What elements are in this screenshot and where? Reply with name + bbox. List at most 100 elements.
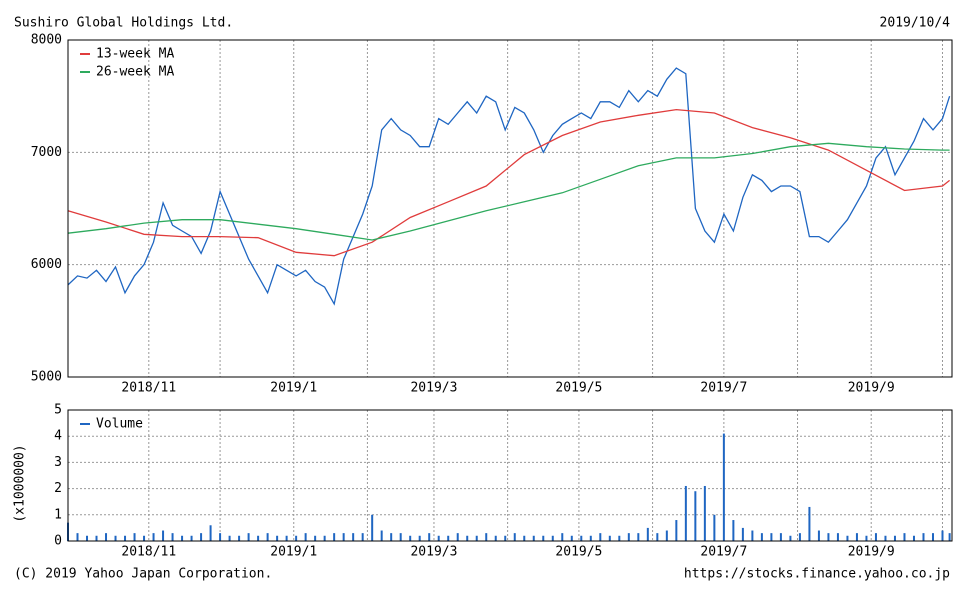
volume-bar xyxy=(323,535,326,541)
price-line xyxy=(67,67,951,306)
volume-bar xyxy=(257,535,260,541)
volume-bar xyxy=(865,535,868,541)
volume-bar xyxy=(532,535,535,541)
x-tick-label: 2019/1 xyxy=(270,545,317,560)
volume-bar xyxy=(608,535,611,541)
volume-bar xyxy=(675,520,678,541)
volume-bar xyxy=(219,533,222,541)
source-url: https://stocks.finance.yahoo.co.jp xyxy=(684,567,950,582)
volume-bar xyxy=(713,514,716,541)
volume-bar xyxy=(418,535,421,541)
legend-label: 26-week MA xyxy=(96,65,174,80)
y-tick-label: 5 xyxy=(54,403,62,418)
x-tick-label: 2019/9 xyxy=(848,381,895,396)
volume-bar xyxy=(798,533,801,541)
volume-bar xyxy=(228,535,231,541)
x-tick-label: 2019/7 xyxy=(700,545,747,560)
volume-bar xyxy=(152,533,155,541)
volume-bar xyxy=(722,433,725,541)
volume-bar xyxy=(948,533,951,541)
volume-bar xyxy=(855,533,858,541)
y-tick-label: 1 xyxy=(54,507,62,522)
y-tick-label: 0 xyxy=(54,534,62,549)
volume-bar xyxy=(276,535,279,541)
y-tick-label: 6000 xyxy=(31,257,62,272)
volume-bar xyxy=(703,485,706,541)
x-tick-label: 2019/3 xyxy=(410,381,457,396)
y-tick-label: 5000 xyxy=(31,370,62,385)
volume-bar xyxy=(124,535,127,541)
y-tick-label: 8000 xyxy=(31,33,62,48)
volume-bar xyxy=(694,491,697,541)
volume-bar xyxy=(637,533,640,541)
volume-bar xyxy=(665,530,668,541)
volume-bar xyxy=(684,485,687,541)
volume-bar xyxy=(200,533,203,541)
volume-bar xyxy=(922,533,925,541)
volume-bar xyxy=(580,535,583,541)
x-tick-label: 2019/5 xyxy=(555,381,602,396)
volume-bar xyxy=(618,535,621,541)
x-tick-label: 2019/7 xyxy=(700,381,747,396)
volume-bar xyxy=(770,533,773,541)
volume-bar xyxy=(561,533,564,541)
volume-bar xyxy=(456,533,459,541)
volume-bar xyxy=(760,533,763,541)
y-tick-label: 2 xyxy=(54,481,62,496)
volume-bar xyxy=(352,533,355,541)
volume-bar xyxy=(171,533,174,541)
volume-bar xyxy=(836,533,839,541)
volume-bar xyxy=(827,533,830,541)
volume-bar xyxy=(656,533,659,541)
x-tick-label: 2019/3 xyxy=(410,545,457,560)
volume-bar xyxy=(542,535,545,541)
volume-bar xyxy=(884,535,887,541)
volume-bar xyxy=(304,533,307,541)
volume-bar xyxy=(314,535,317,541)
volume-bar xyxy=(912,535,915,541)
volume-bar xyxy=(475,535,478,541)
volume-bar xyxy=(466,535,469,541)
price-line xyxy=(67,142,950,241)
legend-label: 13-week MA xyxy=(96,47,174,62)
volume-bar xyxy=(893,535,896,541)
volume-bar xyxy=(741,527,744,541)
volume-bar xyxy=(190,535,193,541)
y-tick-label: 7000 xyxy=(31,145,62,160)
volume-bar xyxy=(162,530,165,541)
volume-bar xyxy=(285,535,288,541)
volume-bar xyxy=(589,535,592,541)
y-tick-label: 3 xyxy=(54,455,62,470)
volume-bar xyxy=(266,533,269,541)
volume-bar xyxy=(399,533,402,541)
x-tick-label: 2019/9 xyxy=(848,545,895,560)
volume-bar xyxy=(732,520,735,541)
volume-bar xyxy=(779,533,782,541)
x-tick-label: 2018/11 xyxy=(121,381,176,396)
volume-bar xyxy=(551,535,554,541)
volume-bar xyxy=(238,535,241,541)
volume-bar xyxy=(513,533,516,541)
volume-bar xyxy=(390,533,393,541)
plot-frame xyxy=(67,409,953,542)
volume-bar xyxy=(380,530,383,541)
volume-bar xyxy=(295,535,298,541)
volume-bar xyxy=(941,530,944,541)
volume-bar xyxy=(599,533,602,541)
volume-bar xyxy=(931,533,934,541)
volume-bar xyxy=(485,533,488,541)
y-axis-label: (x1000000) xyxy=(13,444,28,522)
copyright: (C) 2019 Yahoo Japan Corporation. xyxy=(14,567,272,582)
volume-bar xyxy=(846,535,849,541)
volume-bar xyxy=(428,533,431,541)
volume-bar xyxy=(209,525,212,541)
volume-bar xyxy=(646,527,649,541)
volume-bar xyxy=(808,506,811,541)
volume-bar xyxy=(143,535,146,541)
volume-bar xyxy=(361,533,364,541)
volume-bar xyxy=(114,535,117,541)
legend-label: Volume xyxy=(96,417,143,432)
volume-bar xyxy=(817,530,820,541)
volume-bar xyxy=(437,535,440,541)
